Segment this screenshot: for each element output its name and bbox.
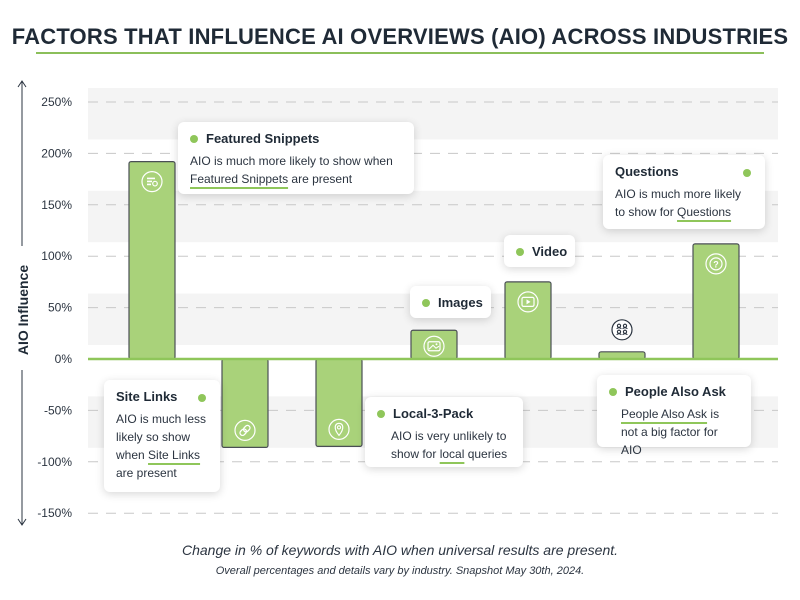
callout-dot <box>609 388 617 396</box>
callout-title: Video <box>532 244 568 259</box>
bar-local-3-pack <box>315 358 363 447</box>
callout-title: Local-3-Pack <box>393 406 474 421</box>
callout-dot <box>198 394 206 402</box>
callout-body: AIO is much more likely to show for Ques… <box>615 185 753 221</box>
callout-highlight: Featured Snippets <box>190 172 289 186</box>
callout-dot <box>422 299 430 307</box>
icon-stroke <box>334 422 344 437</box>
y-tick-label: -100% <box>37 455 72 469</box>
callout-dot <box>190 135 198 143</box>
icon-stroke <box>147 177 155 180</box>
y-axis-arrow-down <box>17 518 27 526</box>
icon-stroke <box>521 296 535 307</box>
question-icon: ? <box>705 253 727 275</box>
callout-site-links: Site Links AIO is much less likely so sh… <box>104 380 220 492</box>
callout-title: Images <box>438 295 483 310</box>
icon-stroke <box>152 180 158 187</box>
callout-dot <box>743 169 751 177</box>
callout-body: AIO is very unlikely to show for local q… <box>377 427 511 463</box>
icon-stroke <box>147 183 151 186</box>
y-tick-label: -50% <box>44 403 72 417</box>
icon-stroke <box>622 333 628 336</box>
callout-text: AIO is very unlikely to show for <box>391 429 507 461</box>
callout-dot <box>516 248 524 256</box>
icon-badge <box>423 335 445 357</box>
bar-images <box>410 329 458 360</box>
icon-badge <box>705 253 727 275</box>
y-tick-label: -150% <box>37 506 72 520</box>
chart-footnote: Overall percentages and details vary by … <box>215 565 585 577</box>
callout-people-also-ask: People Also Ask People Also Ask is not a… <box>597 375 751 457</box>
icon-stroke <box>428 344 440 350</box>
callout-body: AIO is much more likely to show when Fea… <box>190 152 402 188</box>
bar-video <box>504 281 552 360</box>
icon-stroke <box>616 333 622 336</box>
icon-stroke <box>239 428 248 437</box>
image-icon <box>423 335 445 357</box>
callout-text: AIO is much more likely to show for <box>615 187 742 219</box>
icon-stroke <box>336 425 342 430</box>
title-underline <box>36 52 764 54</box>
callout-title: People Also Ask <box>625 384 726 399</box>
map-pin-icon <box>328 418 350 440</box>
callout-text: AIO is much more likely to show when <box>190 154 393 168</box>
callout-body: People Also Ask is not a big factor for … <box>609 405 739 459</box>
icon-stroke <box>147 180 152 183</box>
callout-featured-snippets: Featured Snippets AIO is much more likel… <box>178 122 414 194</box>
callout-title: Site Links <box>116 389 178 404</box>
callout-dot <box>377 410 385 418</box>
chart-caption: Change in % of keywords with AIO when un… <box>181 542 619 558</box>
callout-text: are present <box>288 172 353 186</box>
featured-snippet-icon <box>141 171 163 193</box>
icon-stroke <box>709 257 723 271</box>
icon-stroke <box>435 343 438 346</box>
icon-badge <box>141 171 163 193</box>
callout-images: Images <box>410 286 491 318</box>
icon-stroke: ? <box>713 259 719 269</box>
people-icon <box>611 319 633 341</box>
icon-stroke <box>616 327 622 330</box>
chart-title: FACTORS THAT INFLUENCE AI OVERVIEWS (AIO… <box>11 24 789 49</box>
callout-text: is not a big factor for AIO <box>621 407 720 457</box>
y-tick-label: 200% <box>41 146 72 160</box>
callout-title: Featured Snippets <box>206 131 320 146</box>
icon-badge <box>611 319 633 341</box>
icon-badge <box>328 418 350 440</box>
callout-text: are present <box>116 466 177 480</box>
callout-highlight: Site Links <box>148 448 201 462</box>
icon-stroke <box>427 341 441 352</box>
bars <box>128 161 740 449</box>
y-tick-label: 50% <box>48 301 72 315</box>
callout-video: Video <box>504 235 575 267</box>
icon-badge <box>517 291 539 313</box>
y-tick-label: 150% <box>41 198 72 212</box>
callout-local-3-pack: Local-3-Pack AIO is very unlikely to sho… <box>365 397 523 467</box>
callout-questions: Questions AIO is much more likely to sho… <box>603 155 765 229</box>
bar-icons: ? <box>141 171 727 442</box>
video-play-icon <box>517 291 539 313</box>
link-icon <box>234 419 256 442</box>
y-tick-label: 100% <box>41 249 72 263</box>
y-axis-arrow-up <box>17 80 27 88</box>
y-axis <box>17 80 27 526</box>
icon-stroke <box>242 424 251 433</box>
callout-text: AIO is much less likely so show when <box>116 412 207 462</box>
y-tick-label: 250% <box>41 95 72 109</box>
y-tick-label: 0% <box>55 352 73 366</box>
icon-stroke <box>526 299 531 305</box>
callout-highlight: People Also Ask <box>621 407 708 421</box>
icon-stroke <box>622 327 628 330</box>
callout-highlight: local <box>439 447 465 461</box>
callout-body: AIO is much less likely so show when Sit… <box>116 410 208 482</box>
y-tick-labels: 250% 200% 150% 100% 50% 0% -50% -100% -150% <box>37 95 72 520</box>
callout-highlight: Questions <box>677 205 732 219</box>
icon-badge <box>234 419 256 442</box>
callout-text: queries <box>464 447 508 461</box>
callout-title: Questions <box>615 164 679 179</box>
